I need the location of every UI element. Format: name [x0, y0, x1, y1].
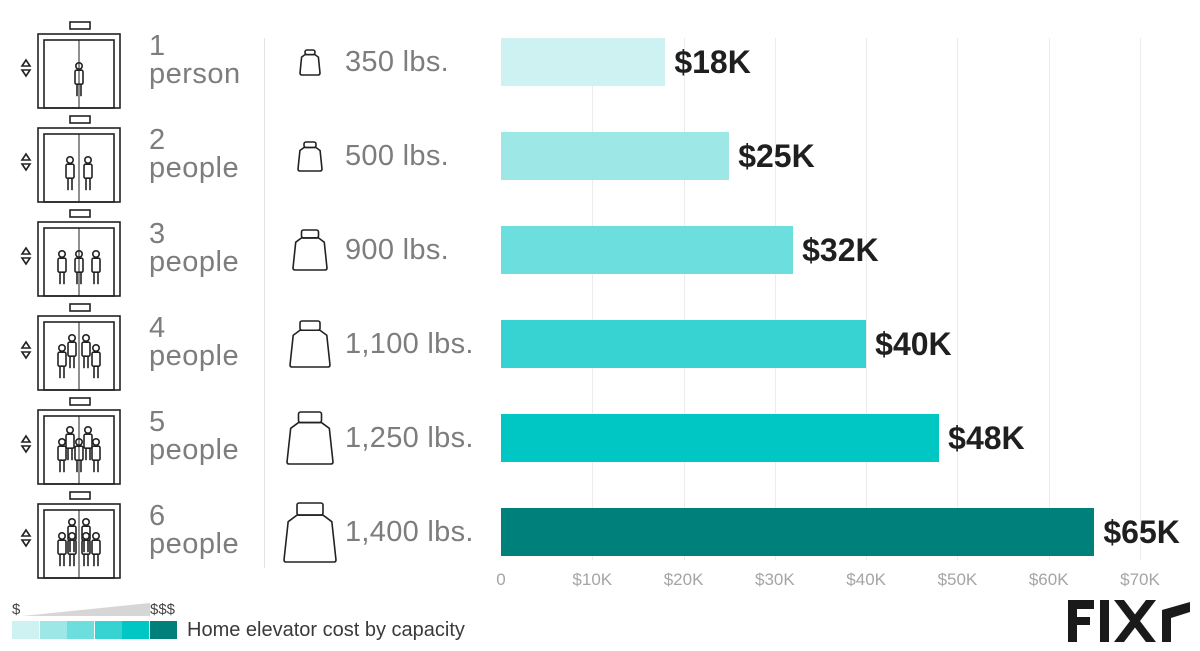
elevator-icon — [20, 21, 121, 109]
bar-value-label: $65K — [1103, 514, 1180, 550]
capacity-count: 5 — [149, 406, 166, 438]
weight-label: 350 lbs. — [345, 46, 449, 78]
bar-value-label: $25K — [738, 138, 815, 174]
weight-icon — [299, 48, 321, 76]
fixr-logo-icon — [1068, 600, 1190, 642]
column-divider — [264, 38, 265, 568]
capacity-count: 1 — [149, 30, 166, 62]
x-tick-label: $50K — [937, 570, 978, 589]
capacity-unit: people — [149, 152, 240, 184]
weight-icon — [292, 229, 328, 271]
weight-label: 900 lbs. — [345, 234, 449, 266]
chart-title: Home elevator cost by capacity — [187, 619, 465, 641]
gridline — [957, 38, 958, 560]
bar-value-label: $48K — [948, 420, 1025, 456]
gridline — [1049, 38, 1050, 560]
legend-scale-wedge-icon — [22, 603, 150, 616]
weight-label: 1,400 lbs. — [345, 516, 474, 548]
capacity-unit: people — [149, 246, 240, 278]
weight-icon — [289, 320, 331, 368]
legend-scale-high: $$$ — [150, 601, 176, 618]
x-tick-label: 0 — [496, 570, 506, 589]
bar — [501, 320, 867, 368]
legend-swatch — [122, 621, 149, 639]
weight-label: 1,250 lbs. — [345, 422, 474, 454]
bar — [501, 414, 940, 462]
bar — [501, 508, 1095, 556]
legend-scale-low: $ — [12, 601, 21, 618]
gridline — [866, 38, 867, 560]
gridline — [1140, 38, 1141, 560]
weight-icon — [286, 411, 334, 465]
capacity-count: 6 — [149, 500, 166, 532]
gridline — [684, 38, 685, 560]
weight-icon — [297, 140, 323, 172]
capacity-unit: people — [149, 528, 240, 560]
x-tick-label: $20K — [663, 570, 704, 589]
bar-value-label: $40K — [875, 326, 952, 362]
capacity-count: 2 — [149, 124, 166, 156]
legend-swatch — [39, 621, 67, 639]
x-tick-label: $10K — [572, 570, 613, 589]
x-tick-label: $60K — [1028, 570, 1069, 589]
legend-swatch — [94, 621, 122, 639]
bar — [501, 132, 730, 180]
capacity-unit: person — [149, 58, 241, 90]
weight-icon — [283, 501, 337, 563]
legend-swatch — [12, 621, 39, 639]
x-tick-label: $40K — [846, 570, 886, 589]
bar-value-label: $18K — [674, 44, 751, 80]
bar-value-label: $32K — [802, 232, 879, 268]
x-tick-label: $70K — [1120, 570, 1160, 589]
capacity-unit: people — [149, 340, 240, 372]
bar — [501, 38, 666, 86]
elevator-icon — [20, 397, 121, 485]
elevator-icon — [20, 209, 121, 297]
legend-swatch — [67, 621, 94, 639]
weight-label: 500 lbs. — [345, 140, 449, 172]
weight-label: 1,100 lbs. — [345, 328, 474, 360]
capacity-count: 4 — [149, 312, 166, 344]
x-tick-label: $30K — [754, 570, 795, 589]
gridline — [775, 38, 776, 560]
capacity-count: 3 — [149, 218, 166, 250]
bar — [501, 226, 794, 274]
capacity-unit: people — [149, 434, 240, 466]
elevator-icon — [20, 491, 121, 579]
gridline — [592, 38, 593, 560]
legend-swatch — [149, 621, 177, 639]
elevator-icon — [20, 303, 121, 391]
elevator-icon — [20, 115, 121, 203]
